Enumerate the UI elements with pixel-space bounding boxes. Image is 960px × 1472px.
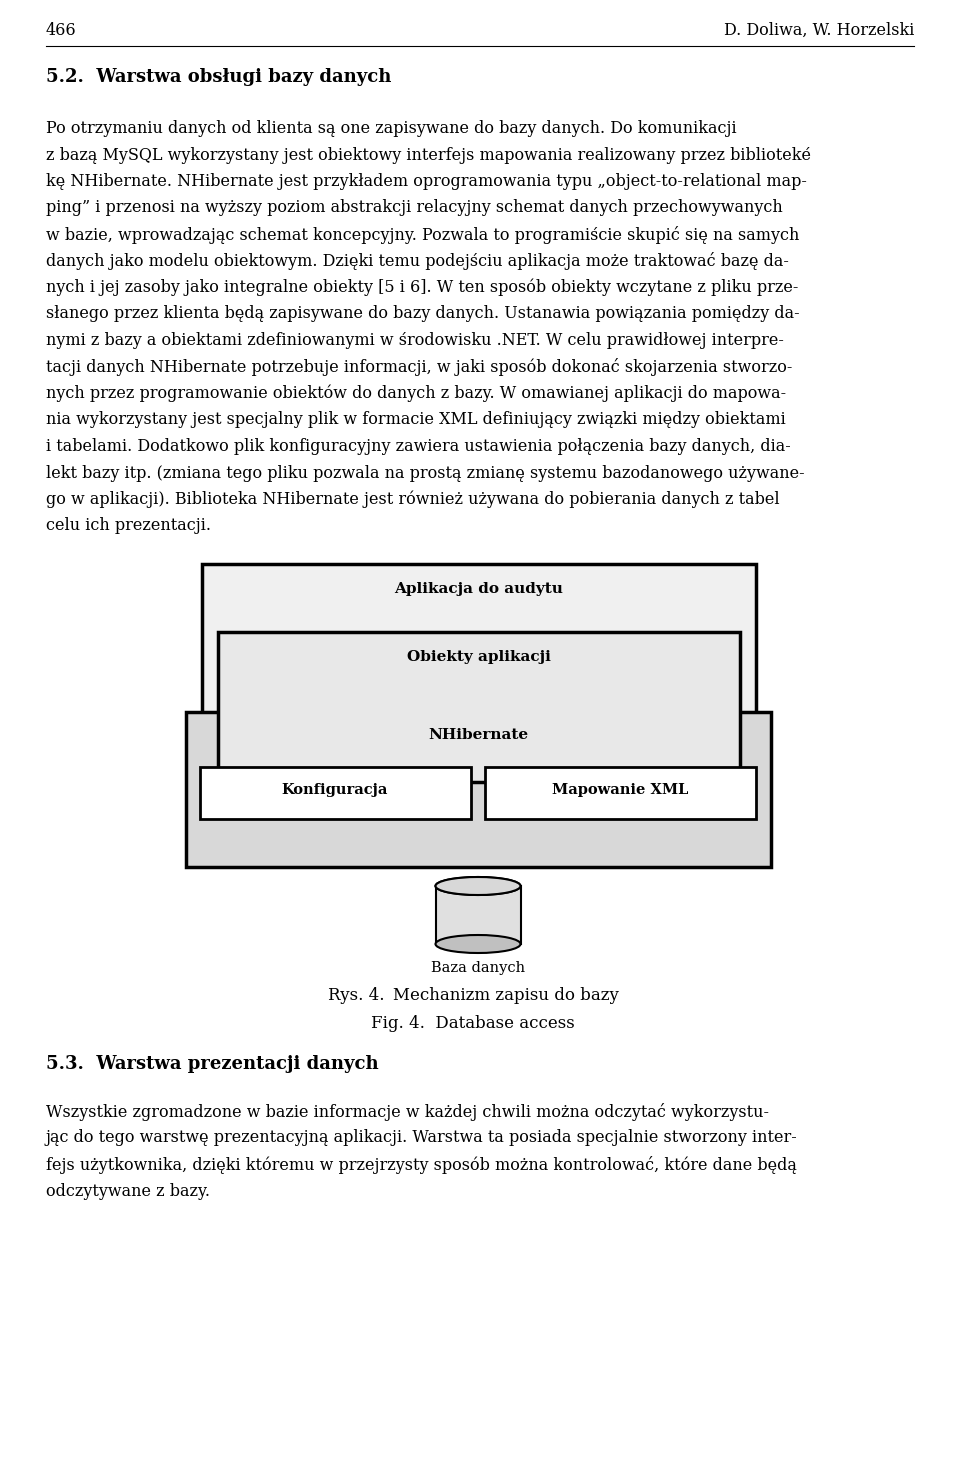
Text: odczytywane z bazy.: odczytywane z bazy. (46, 1182, 210, 1200)
Text: 466: 466 (46, 22, 77, 38)
Text: lekt bazy itp. (zmiana tego pliku pozwala na prostą zmianę systemu bazodanowego : lekt bazy itp. (zmiana tego pliku pozwal… (46, 465, 804, 481)
Text: nych i jej zasoby jako integralne obiekty [5 i 6]. W ten sposób obiekty wczytane: nych i jej zasoby jako integralne obiekt… (46, 280, 799, 296)
Bar (186, 712, 771, 867)
Text: nia wykorzystany jest specjalny plik w formacie XML definiujący związki między o: nia wykorzystany jest specjalny plik w f… (46, 412, 785, 428)
Text: go w aplikacji). Biblioteka NHibernate jest również używana do pobierania danych: go w aplikacji). Biblioteka NHibernate j… (46, 492, 780, 508)
Text: jąc do tego warstwę prezentacyjną aplikacji. Warstwa ta posiada specjalnie stwor: jąc do tego warstwę prezentacyjną aplika… (46, 1129, 798, 1147)
Text: Baza danych: Baza danych (431, 961, 525, 974)
Text: ping” i przenosi na wyższy poziom abstrakcji relacyjny schemat danych przechowyw: ping” i przenosi na wyższy poziom abstra… (46, 200, 782, 216)
Text: Po otrzymaniu danych od klienta są one zapisywane do bazy danych. Do komunikacji: Po otrzymaniu danych od klienta są one z… (46, 121, 736, 137)
Text: Obiekty aplikacji: Obiekty aplikacji (407, 651, 551, 664)
Ellipse shape (436, 935, 520, 952)
Text: danych jako modelu obiektowym. Dzięki temu podejściu aplikacja może traktować ba: danych jako modelu obiektowym. Dzięki te… (46, 253, 789, 271)
Text: w bazie, wprowadzając schemat koncepcyjny. Pozwala to programiście skupić się na: w bazie, wprowadzając schemat koncepcyjn… (46, 227, 800, 244)
Text: Wszystkie zgromadzone w bazie informacje w każdej chwili można odczytać wykorzys: Wszystkie zgromadzone w bazie informacje… (46, 1103, 769, 1122)
Text: NHibernate: NHibernate (428, 729, 528, 742)
Bar (218, 631, 740, 782)
Text: Rys. 4. Mechanizm zapisu do bazy: Rys. 4. Mechanizm zapisu do bazy (327, 988, 618, 1004)
Bar (436, 886, 521, 944)
Text: celu ich prezentacji.: celu ich prezentacji. (46, 518, 211, 534)
Text: 5.3.  Warstwa prezentacji danych: 5.3. Warstwa prezentacji danych (46, 1055, 378, 1073)
Text: D. Doliwa, W. Horzelski: D. Doliwa, W. Horzelski (724, 22, 914, 38)
Text: i tabelami. Dodatkowo plik konfiguracyjny zawiera ustawienia połączenia bazy dan: i tabelami. Dodatkowo plik konfiguracyjn… (46, 439, 791, 455)
Text: kę NHibernate. NHibernate jest przykładem oprogramowania typu „object-to-relatio: kę NHibernate. NHibernate jest przykłade… (46, 174, 806, 190)
Text: Aplikacja do audytu: Aplikacja do audytu (395, 581, 564, 596)
Text: słanego przez klienta będą zapisywane do bazy danych. Ustanawia powiązania pomię: słanego przez klienta będą zapisywane do… (46, 306, 800, 322)
Text: tacji danych NHibernate potrzebuje informacji, w jaki sposób dokonać skojarzenia: tacji danych NHibernate potrzebuje infor… (46, 359, 792, 377)
Bar (200, 767, 471, 818)
Text: nych przez programowanie obiektów do danych z bazy. W omawianej aplikacji do map: nych przez programowanie obiektów do dan… (46, 386, 786, 402)
Text: fejs użytkownika, dzięki któremu w przejrzysty sposób można kontrolować, które d: fejs użytkownika, dzięki któremu w przej… (46, 1156, 797, 1175)
Text: z bazą MySQL wykorzystany jest obiektowy interfejs mapowania realizowany przez b: z bazą MySQL wykorzystany jest obiektowy… (46, 147, 811, 163)
Bar (202, 564, 756, 749)
Ellipse shape (436, 877, 520, 895)
Text: 5.2.  Warstwa obsługi bazy danych: 5.2. Warstwa obsługi bazy danych (46, 68, 392, 85)
Text: Konfiguracja: Konfiguracja (282, 783, 388, 796)
Text: Fig. 4.  Database access: Fig. 4. Database access (372, 1016, 575, 1032)
Bar (485, 767, 756, 818)
Text: nymi z bazy a obiektami zdefiniowanymi w środowisku .NET. W celu prawidłowej int: nymi z bazy a obiektami zdefiniowanymi w… (46, 333, 784, 349)
Text: Mapowanie XML: Mapowanie XML (552, 783, 688, 796)
Ellipse shape (436, 877, 520, 895)
